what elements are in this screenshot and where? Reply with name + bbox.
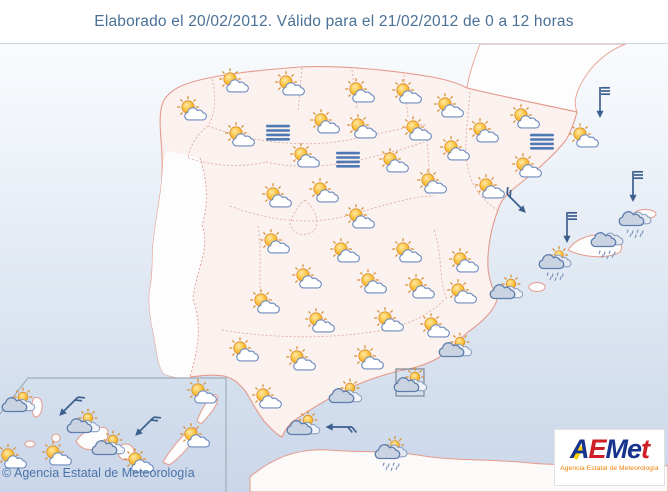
cloud-sun-icon [91, 430, 126, 456]
sun-cloud-icon [469, 118, 499, 143]
logo-letter: e [626, 434, 642, 464]
sun-cloud-icon [510, 104, 540, 129]
forecast-validity-text: Elaborado el 20/02/2012. Válido para el … [94, 12, 574, 30]
sun-cloud-icon [345, 204, 375, 229]
cloud-sun-icon [286, 410, 321, 436]
logo-wordmark: AEMet [555, 434, 664, 464]
portugal-land [149, 151, 207, 378]
sun-cloud-icon [42, 441, 72, 466]
sun-cloud-icon [374, 307, 404, 332]
sun-cloud-icon [260, 229, 290, 254]
sun-cloud-icon [187, 379, 217, 404]
sun-cloud-icon [345, 78, 375, 103]
logo-letter: M [605, 434, 627, 464]
sun-cloud-icon [569, 123, 599, 148]
sun-cloud-icon [309, 178, 339, 203]
sun-cloud-icon [449, 248, 479, 273]
wind-arrow-icon [325, 423, 358, 434]
rain-cloud-icon [590, 232, 624, 259]
sun-cloud-icon [447, 279, 477, 304]
rain-cloud-icon [618, 211, 652, 238]
aemet-logo: AEMet Agencia Estatal de Meteorología [554, 429, 665, 486]
wind-flag-icon [596, 86, 610, 118]
logo-letter: t [641, 434, 650, 464]
cloud-sun-icon [489, 274, 524, 300]
logo-subtitle: Agencia Estatal de Meteorología [560, 465, 659, 472]
sun-cloud-icon [379, 148, 409, 173]
sun-cloud-icon [252, 384, 282, 409]
wind-arrow-icon [506, 186, 526, 213]
portugal-border [189, 157, 207, 378]
page-title: Elaborado el 20/02/2012. Válido para el … [0, 0, 668, 44]
cloud-sun-icon [438, 332, 473, 358]
logo-letter: E [588, 434, 606, 464]
fog-icon [336, 151, 360, 168]
fog-icon [530, 133, 554, 150]
sun-cloud-icon [475, 174, 505, 199]
sun-cloud-icon [286, 346, 316, 371]
sun-cloud-icon [177, 96, 207, 121]
cloud-sun-icon [328, 378, 363, 404]
sun-cloud-icon [330, 238, 360, 263]
sun-cloud-icon [392, 238, 422, 263]
sun-cloud-icon [275, 71, 305, 96]
copyright-text: © Agencia Estatal de Meteorología [2, 466, 195, 480]
sun-cloud-icon [290, 143, 320, 168]
sun-cloud-icon [225, 122, 255, 147]
sun-cloud-icon [229, 337, 259, 362]
wind-flag-icon [629, 170, 643, 202]
sun-cloud-icon [124, 448, 154, 473]
sun-cloud-icon [180, 423, 210, 448]
sun-rain-cloud-icon [374, 436, 408, 471]
sun-rain-cloud-icon [538, 246, 572, 281]
sun-cloud-icon [420, 313, 450, 338]
sun-cloud-icon [347, 114, 377, 139]
sun-cloud-icon [0, 444, 27, 469]
cloud-sun-icon [393, 367, 428, 393]
wind-arrow-icon [135, 416, 162, 436]
sun-cloud-icon [357, 269, 387, 294]
sun-cloud-icon [405, 274, 435, 299]
cloud-sun-icon [1, 387, 36, 413]
sun-cloud-icon [440, 136, 470, 161]
wind-flag-icon [563, 211, 577, 243]
sun-cloud-icon [219, 68, 249, 93]
sun-cloud-icon [354, 345, 384, 370]
logo-letter: A [569, 434, 589, 464]
cloud-sun-icon [66, 408, 101, 434]
sun-cloud-icon [305, 308, 335, 333]
fog-icon [266, 124, 290, 141]
sun-cloud-icon [262, 183, 292, 208]
sun-cloud-icon [434, 93, 464, 118]
sun-cloud-icon [310, 109, 340, 134]
canary-inset-box [0, 377, 227, 492]
sun-cloud-icon [250, 289, 280, 314]
melilla-box [395, 368, 425, 397]
sun-cloud-icon [292, 264, 322, 289]
sun-cloud-icon [417, 169, 447, 194]
sun-cloud-icon [512, 153, 542, 178]
sun-cloud-icon [392, 79, 422, 104]
sun-cloud-icon [402, 116, 432, 141]
weather-icons-layer [0, 68, 652, 473]
